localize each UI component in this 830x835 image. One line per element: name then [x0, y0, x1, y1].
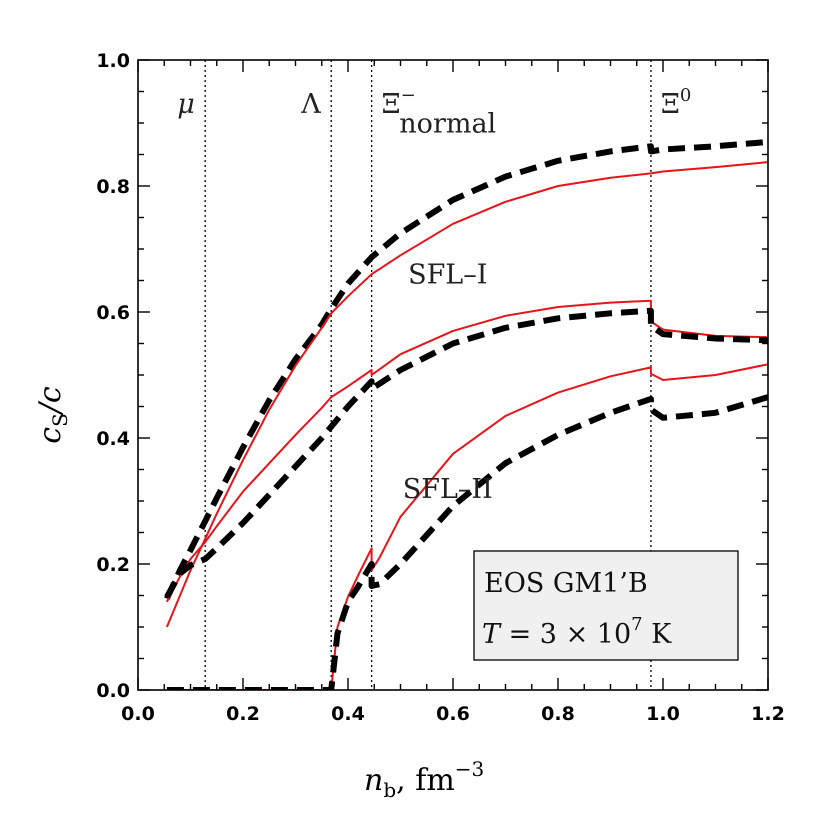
- series-1-red-line: [165, 161, 768, 628]
- series-layer: [164, 138, 768, 690]
- axis-ticks: 0.0 0.2 0.4 0.6 0.8 1.0 1.2 0.0 0.2 0.4 0.6 0.8 1.0: [96, 50, 785, 725]
- series-3-dashed-line: [164, 307, 768, 599]
- x-tick-label: 1.0: [646, 703, 680, 725]
- series-0-dashed-line: [164, 138, 768, 600]
- curve-label-2: SFL–II: [403, 474, 493, 505]
- temperature-symbol: T: [482, 619, 502, 650]
- series-5-dashed-line: [166, 394, 768, 690]
- y-tick-label: 0.6: [96, 302, 130, 324]
- x-tick-label: 0.4: [331, 703, 365, 725]
- x-axis-label-sub: b: [383, 778, 396, 802]
- curve-label-1: SFL–I: [408, 260, 487, 291]
- info-box-temperature: T = 3 × 107 K: [482, 614, 672, 650]
- x-axis-label-unit: , fm: [396, 763, 455, 798]
- info-box: EOS GM1’B T = 3 × 107 K: [473, 550, 739, 661]
- info-box-eos: EOS GM1’B: [484, 568, 648, 599]
- y-tick-label: 1.0: [96, 50, 130, 72]
- y-axis-label-rest: /c: [33, 386, 68, 416]
- info-box-frame: [473, 550, 739, 661]
- x-tick-label: 0.0: [121, 703, 155, 725]
- temperature-value: = 3 × 10: [500, 619, 631, 650]
- x-axis-label-exp: −3: [455, 757, 484, 781]
- x-tick-label: 0.8: [541, 703, 575, 725]
- y-tick-label: 0.4: [96, 428, 130, 450]
- annotations: μ Λ Ξ− Ξ0 normal SFL–I SFL–II: [177, 85, 691, 505]
- temperature-unit: K: [643, 619, 673, 650]
- x-axis-label: nb, fm−3: [364, 757, 484, 802]
- x-tick-label: 0.2: [226, 703, 260, 725]
- threshold-label-2: Ξ−: [382, 85, 416, 120]
- y-axis-label-main: c: [33, 427, 68, 444]
- threshold-label-1: Λ: [300, 89, 321, 120]
- x-tick-label: 0.6: [436, 703, 470, 725]
- x-axis-label-main: n: [364, 763, 383, 798]
- y-tick-label: 0.0: [96, 680, 130, 702]
- y-axis-label: cS/c: [33, 386, 72, 444]
- y-tick-label: 0.2: [96, 554, 130, 576]
- threshold-label-3: Ξ0: [661, 85, 691, 120]
- threshold-label-0: μ: [177, 89, 195, 120]
- temperature-exponent: 7: [631, 614, 642, 635]
- x-tick-label: 1.2: [751, 703, 785, 725]
- y-tick-label: 0.8: [96, 176, 130, 198]
- series-2-red-line: [166, 299, 768, 603]
- y-axis-label-sub: S: [48, 413, 72, 427]
- curve-label-0: normal: [399, 108, 496, 139]
- series-4-red-line: [166, 363, 768, 690]
